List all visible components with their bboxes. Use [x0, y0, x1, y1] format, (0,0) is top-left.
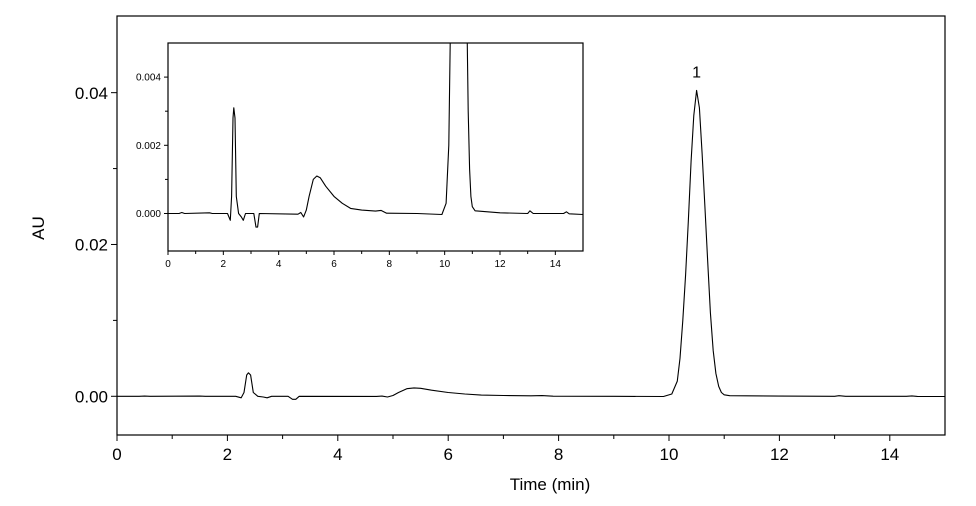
x-tick-label: 8 — [387, 259, 393, 270]
x-tick-label: 10 — [660, 445, 679, 464]
x-tick-label: 14 — [880, 445, 899, 464]
inset-plot: 0 2 4 6 8 10 12 14 0.000 0.002 0.004 — [136, 42, 584, 270]
x-tick-label: 12 — [494, 259, 506, 270]
y-tick-label: 0.02 — [75, 236, 108, 255]
x-tick-label: 6 — [443, 445, 452, 464]
x-tick-label: 2 — [223, 445, 232, 464]
x-axis-label: Time (min) — [510, 475, 591, 494]
y-tick-label: 0.04 — [75, 84, 108, 103]
x-tick-label: 4 — [276, 259, 282, 270]
x-tick-label: 8 — [554, 445, 563, 464]
y-axis-label: AU — [29, 216, 48, 240]
x-tick-label: 0 — [112, 445, 121, 464]
x-tick-label: 2 — [221, 259, 227, 270]
x-tick-label: 6 — [331, 259, 337, 270]
chromatogram-trace — [168, 43, 583, 228]
x-tick-label: 12 — [770, 445, 789, 464]
y-tick-label: 0.002 — [136, 141, 161, 152]
plot-frame — [167, 42, 584, 252]
y-tick-label: 0.000 — [136, 209, 161, 220]
y-tick-label: 0.00 — [75, 387, 108, 406]
y-tick-label: 0.004 — [136, 73, 161, 84]
chromatogram-trace — [117, 89, 945, 400]
annotation-peak-1: 1 — [692, 64, 701, 81]
x-tick-label: 4 — [333, 445, 342, 464]
x-tick-label: 14 — [550, 259, 562, 270]
x-tick-label: 0 — [165, 259, 171, 270]
x-tick-label: 10 — [439, 259, 451, 270]
